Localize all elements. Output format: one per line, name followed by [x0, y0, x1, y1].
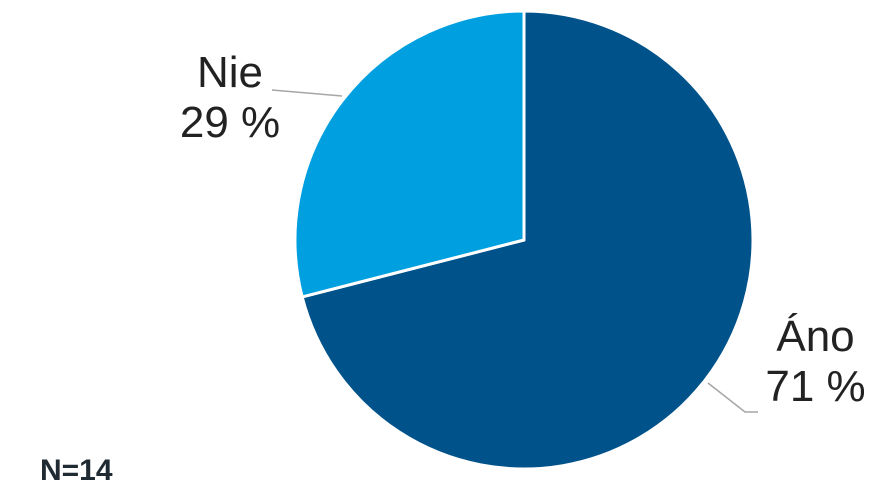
sample-size-note: N=14: [40, 454, 113, 487]
pie-slice-nie: [293, 9, 526, 299]
slice-value-nie: 29 %: [179, 98, 281, 147]
leader-line-ano: [707, 382, 758, 413]
slice-label-ano: Áno 71 %: [748, 312, 883, 412]
slice-name-nie: Nie: [196, 48, 264, 97]
pie-slice-ano: [300, 9, 755, 471]
leader-line-nie: [271, 89, 343, 97]
slice-value-ano: 71 %: [765, 362, 866, 411]
slice-label-nie: Nie 29 %: [160, 48, 300, 148]
leader-lines: [271, 89, 758, 413]
pie-slices: [293, 9, 755, 471]
slice-name-ano: Áno: [776, 312, 855, 361]
